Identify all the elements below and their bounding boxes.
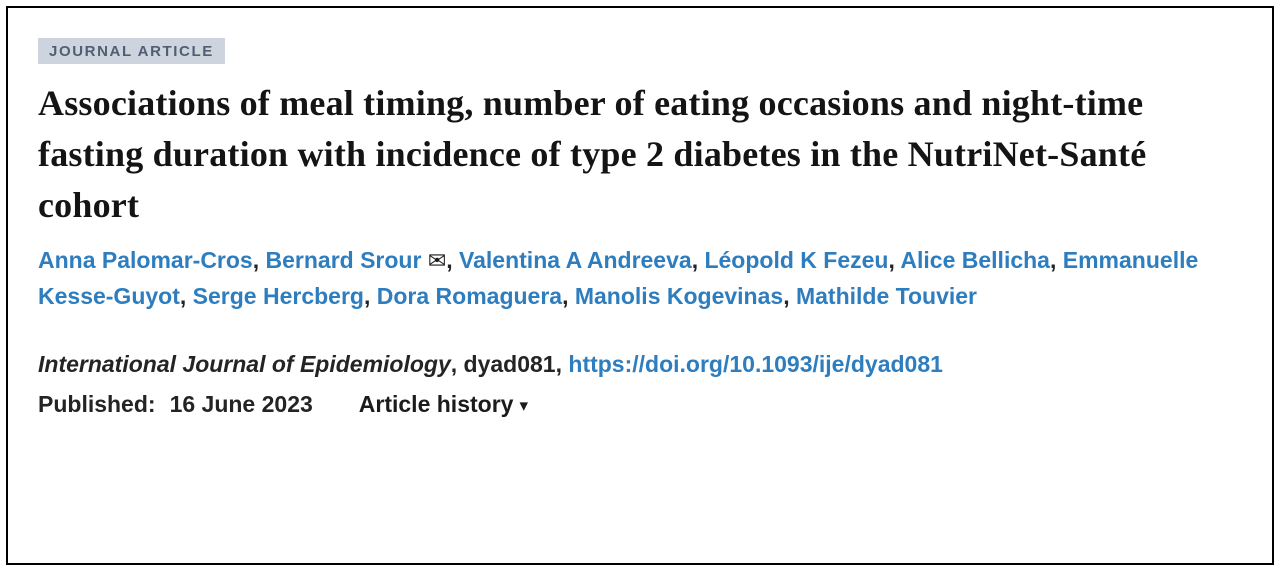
author-separator: , [691, 247, 699, 274]
caret-down-icon: ▾ [519, 395, 528, 415]
article-id: dyad081 [463, 350, 556, 377]
published-label: Published: [38, 390, 156, 417]
author-separator: , [562, 282, 569, 309]
author-separator: , [1049, 247, 1057, 274]
author-link[interactable]: Anna Palomar-Cros [38, 247, 253, 274]
author-link[interactable]: Léopold K Fezeu [704, 247, 889, 274]
journal-article-badge: JOURNAL ARTICLE [38, 38, 225, 64]
published-row: Published: 16 June 2023 Article history ▾ [38, 391, 1238, 418]
citation-separator: , [450, 350, 464, 377]
author-link[interactable]: Dora Romaguera [376, 282, 563, 309]
citation-line: International Journal of Epidemiology, d… [38, 351, 1238, 378]
doi-link[interactable]: https://doi.org/10.1093/ije/dyad081 [568, 350, 943, 377]
citation-separator: , [555, 350, 569, 377]
published-date: 16 June 2023 [169, 390, 313, 417]
author-separator: , [888, 247, 895, 274]
article-title: Associations of meal timing, number of e… [38, 83, 1147, 226]
author-link[interactable]: Serge Hercberg [192, 282, 364, 309]
author-separator: , [252, 247, 260, 274]
author-separator: , [179, 282, 187, 309]
author-list: Anna Palomar-Cros, Bernard Srour ✉, Vale… [38, 243, 1228, 314]
author-link[interactable]: Emmanuelle Kesse-Guyot [38, 247, 1199, 309]
author-link[interactable]: Bernard Srour [265, 247, 422, 274]
article-history-toggle[interactable]: Article history ▾ [359, 391, 528, 417]
author-link[interactable]: Valentina A Andreeva [459, 247, 692, 274]
journal-name: International Journal of Epidemiology [38, 350, 451, 377]
article-header-card: JOURNAL ARTICLE Associations of meal tim… [6, 6, 1274, 565]
article-history-label: Article history [358, 390, 514, 417]
author-separator: , [783, 282, 790, 309]
author-link[interactable]: Mathilde Touvier [795, 282, 978, 309]
author-separator: , [363, 282, 371, 309]
author-separator: , [446, 247, 453, 274]
email-icon[interactable]: ✉ [427, 248, 447, 274]
author-link[interactable]: Manolis Kogevinas [574, 282, 784, 309]
author-link[interactable]: Alice Bellicha [900, 247, 1050, 274]
